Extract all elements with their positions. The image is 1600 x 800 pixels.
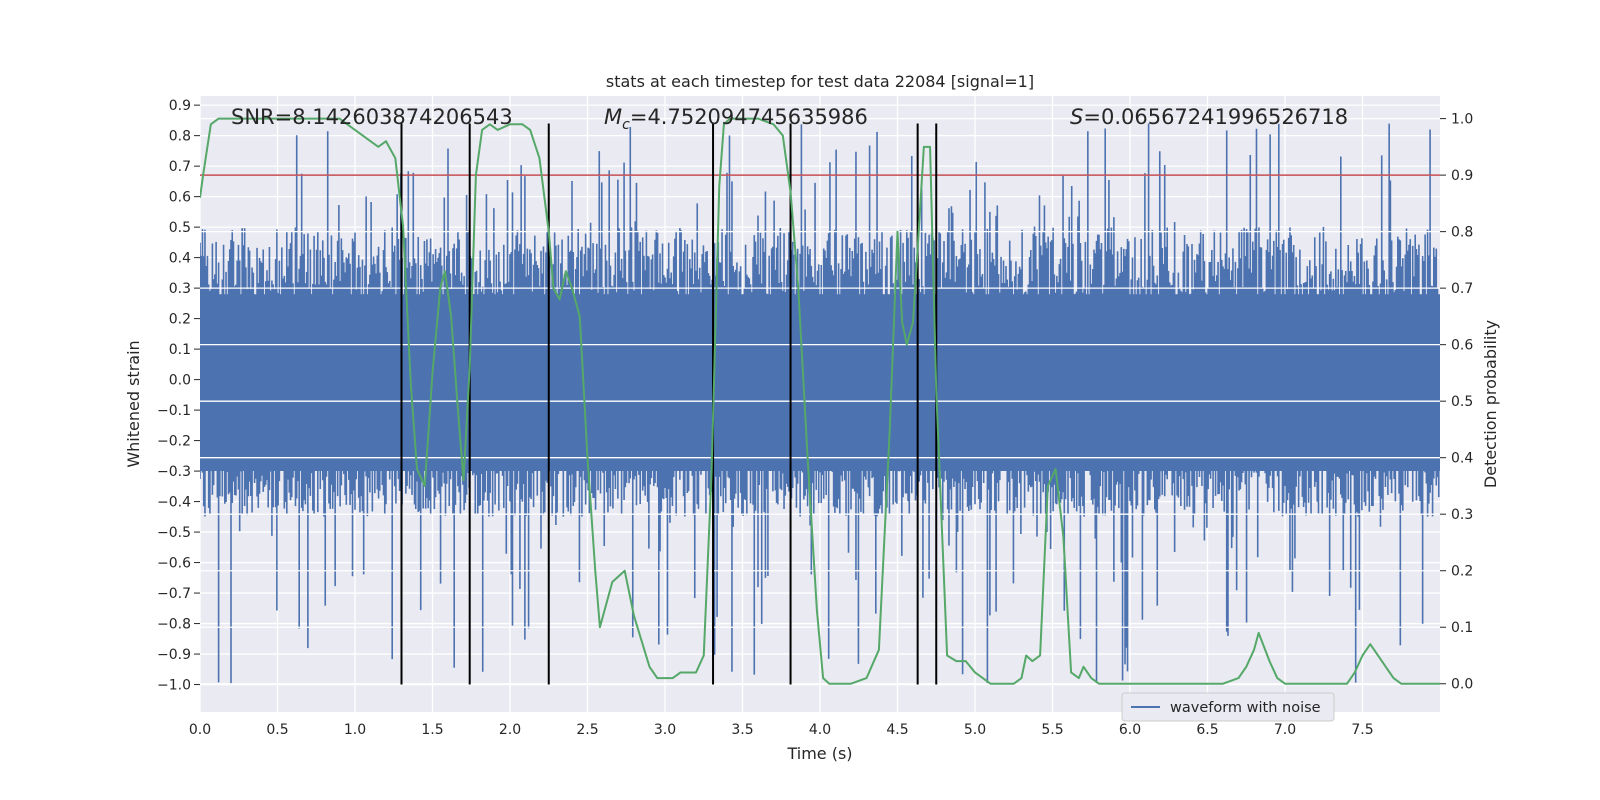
x-tick-label: 2.0 xyxy=(499,722,521,738)
y-tick-label: −0.3 xyxy=(157,464,191,480)
x-tick-label: 7.0 xyxy=(1274,722,1296,738)
x-tick-label: 4.5 xyxy=(886,722,908,738)
x-tick-label: 6.0 xyxy=(1119,722,1141,738)
x-tick-label: 0.0 xyxy=(189,722,211,738)
waveform-series xyxy=(200,123,1440,685)
x-tick-label: 4.0 xyxy=(809,722,831,738)
y2-tick-label: 0.9 xyxy=(1451,168,1473,184)
annotation-s-symbol: S xyxy=(1070,105,1083,129)
y-tick-label: −0.5 xyxy=(157,525,191,541)
annotation-snr-value: 8.142603874206543 xyxy=(292,105,512,129)
x-tick-label: 2.5 xyxy=(576,722,598,738)
x-tick-label: 5.5 xyxy=(1041,722,1063,738)
annotation-mc-equals: = xyxy=(630,105,648,129)
annotation-snr-prefix: SNR= xyxy=(231,105,292,129)
y-tick-label: 0.4 xyxy=(169,251,191,267)
y-tick-label: 0.5 xyxy=(169,220,191,236)
x-tick-label: 6.5 xyxy=(1196,722,1218,738)
chart-title: stats at each timestep for test data 220… xyxy=(606,72,1034,91)
y2-tick-label: 0.1 xyxy=(1451,620,1473,636)
x-tick-label: 1.5 xyxy=(421,722,443,738)
y-tick-label: 0.6 xyxy=(169,190,191,206)
detection-probability-line xyxy=(200,117,1440,685)
y-tick-label: −0.9 xyxy=(157,647,191,663)
waveform-core-band xyxy=(200,294,1440,472)
probability-series xyxy=(200,117,1440,685)
legend: waveform with noise xyxy=(1121,692,1335,722)
y-tick-label: −0.8 xyxy=(157,617,191,633)
y2-tick-label: 0.3 xyxy=(1451,507,1473,523)
annotation-mc-subscript: c xyxy=(622,117,630,133)
y-tick-label: 0.7 xyxy=(169,159,191,175)
y2-tick-label: 0.4 xyxy=(1451,451,1473,467)
y-tick-label: −0.1 xyxy=(157,403,191,419)
y-tick-label: −0.6 xyxy=(157,556,191,572)
y2-tick-label: 0.5 xyxy=(1451,394,1473,410)
legend-label-waveform: waveform with noise xyxy=(1170,700,1321,716)
y-tick-label: 0.3 xyxy=(169,281,191,297)
y-tick-label: −0.2 xyxy=(157,434,191,450)
y-tick-label: 0.2 xyxy=(169,312,191,328)
legend-box xyxy=(1121,692,1335,722)
x-tick-label: 1.0 xyxy=(344,722,366,738)
y2-tick-label: 0.8 xyxy=(1451,225,1473,241)
y-tick-label: −1.0 xyxy=(157,678,191,694)
y2-tick-label: 1.0 xyxy=(1451,112,1473,128)
x-tick-label: 7.5 xyxy=(1351,722,1373,738)
y-tick-label: 0.9 xyxy=(169,98,191,114)
annotation-mc-value: 4.752094745635986 xyxy=(647,105,867,129)
x-tick-label: 3.5 xyxy=(731,722,753,738)
y-tick-label: 0.8 xyxy=(169,129,191,145)
y2-axis-ticks: 1.0 0.9 0.8 0.7 0.6 0.5 0.4 0.3 0.2 0.1 0.0 xyxy=(1440,112,1473,693)
y2-tick-label: 0.6 xyxy=(1451,338,1473,354)
y2-tick-label: 0.7 xyxy=(1451,281,1473,297)
y-tick-label: 0.1 xyxy=(169,342,191,358)
annotation-s-equals: = xyxy=(1083,105,1101,129)
y-axis-label: Whitened strain xyxy=(124,340,143,467)
y-axis-ticks: 0.9 0.8 0.7 0.6 0.5 0.4 0.3 0.2 0.1 0.0 −0.1 −0.2 −0… xyxy=(157,98,200,694)
x-axis-ticks: 0.0 0.5 1.0 1.5 2.0 2.5 3.0 3.5 4.0 4.5 5.0 5.5 6.0 6… xyxy=(189,722,1374,738)
x-tick-label: 0.5 xyxy=(266,722,288,738)
x-axis-label: Time (s) xyxy=(786,744,852,763)
x-tick-label: 5.0 xyxy=(964,722,986,738)
annotation-spin: S=0.06567241996526718 xyxy=(1070,105,1348,129)
y2-tick-label: 0.2 xyxy=(1451,564,1473,580)
annotation-snr: SNR=8.142603874206543 xyxy=(231,105,513,129)
x-tick-label: 3.0 xyxy=(654,722,676,738)
annotation-s-value: 0.06567241996526718 xyxy=(1101,105,1348,129)
y-tick-label: −0.4 xyxy=(157,495,191,511)
y2-tick-label: 0.0 xyxy=(1451,677,1473,693)
y-tick-label: 0.0 xyxy=(169,373,191,389)
y2-axis-label: Detection probability xyxy=(1481,320,1500,488)
annotation-chirp-mass: Mc=4.752094745635986 xyxy=(604,105,868,133)
y-tick-label: −0.7 xyxy=(157,586,191,602)
annotation-mc-symbol: M xyxy=(604,105,622,129)
